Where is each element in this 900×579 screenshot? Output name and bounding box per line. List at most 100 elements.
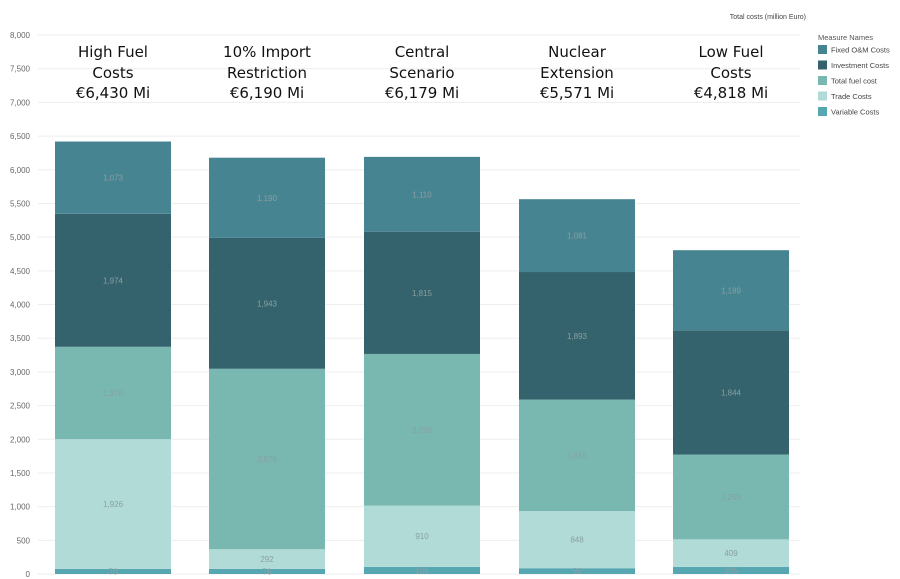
segment-value-label: 105 <box>724 566 738 575</box>
bar-segment <box>209 237 325 369</box>
legend-entry: Investment Costs <box>831 61 889 70</box>
y-tick-label: 6,500 <box>10 132 31 141</box>
legend-entry: Trade Costs <box>831 92 872 101</box>
scenario-title: Costs <box>92 64 133 82</box>
bar-segment <box>55 439 171 569</box>
scenario-title: Central <box>395 43 450 61</box>
bar-segment <box>364 156 480 232</box>
bar-segment <box>364 231 480 354</box>
y-tick-label: 6,000 <box>10 166 31 175</box>
bar-segment <box>364 505 480 567</box>
scenario-total: €5,571 Mi <box>540 84 614 102</box>
y-tick-label: 8,000 <box>10 31 31 40</box>
segment-value-label: 2,250 <box>412 426 433 435</box>
legend-swatch <box>818 91 827 101</box>
bar-segment <box>519 511 635 569</box>
scenario-title: Costs <box>710 64 751 82</box>
scenario-total: €6,179 Mi <box>385 84 459 102</box>
segment-value-label: 86 <box>573 567 582 576</box>
segment-value-label: 1,110 <box>412 190 432 199</box>
segment-value-label: 1,370 <box>103 389 124 398</box>
y-tick-label: 4,500 <box>10 267 31 276</box>
y-tick-label: 2,000 <box>10 435 31 444</box>
legend-entry: Fixed O&M Costs <box>831 46 890 55</box>
segment-value-label: 1,081 <box>567 232 588 241</box>
y-tick-label: 3,500 <box>10 334 31 343</box>
scenario-title: Scenario <box>389 64 454 82</box>
segment-value-label: 1,844 <box>721 388 742 397</box>
y-tick-label: 7,500 <box>10 65 31 74</box>
y-tick-label: 5,500 <box>10 199 31 208</box>
bar-segment <box>55 213 171 347</box>
segment-value-label: 1,073 <box>103 174 124 183</box>
segment-labels: 76 1,926 1,370 1,974 1,073 76 292 2,678 1,943 1,1… <box>103 174 742 577</box>
segment-value-label: 910 <box>415 532 429 541</box>
bar-segment <box>55 568 171 574</box>
bar-segment <box>673 250 789 331</box>
bar-segment <box>673 566 789 574</box>
legend-entry: Variable Costs <box>831 108 879 117</box>
segment-value-label: 2,678 <box>257 455 278 464</box>
segment-value-label: 1,943 <box>257 299 278 308</box>
y-tick-label: 0 <box>26 570 31 579</box>
segment-value-label: 1,926 <box>103 500 124 509</box>
y-tick-label: 3,000 <box>10 368 31 377</box>
legend-title: Measure Names <box>818 33 873 42</box>
scenario-title: Low Fuel <box>698 43 763 61</box>
bar-segment <box>673 539 789 567</box>
segment-value-label: 1,893 <box>567 332 588 341</box>
legend: Measure Names Fixed O&M Costs Investment … <box>818 33 890 117</box>
y-tick-label: 4,000 <box>10 301 31 310</box>
scenario-total: €6,430 Mi <box>76 84 150 102</box>
bar-segment <box>364 353 480 506</box>
segment-value-label: 1,189 <box>721 286 742 295</box>
bar-segment <box>55 346 171 440</box>
segment-value-label: 409 <box>724 549 738 558</box>
segment-value-label: 1,974 <box>103 276 124 285</box>
bar-segment <box>519 199 635 273</box>
bar-segment <box>673 330 789 455</box>
bar-segment <box>364 566 480 574</box>
scenario-total: €6,190 Mi <box>230 84 304 102</box>
bar-segment <box>55 141 171 214</box>
segment-value-label: 292 <box>260 555 274 564</box>
y-tick-label: 1,000 <box>10 503 31 512</box>
bar-segment <box>519 568 635 574</box>
chart-caption: Total costs (million Euro) <box>730 14 806 21</box>
segment-value-label: 76 <box>109 567 118 576</box>
legend-swatch <box>818 107 827 116</box>
segment-value-label: 1,259 <box>721 493 742 502</box>
legend-swatch <box>818 60 827 70</box>
scenario-titles: High Fuel Costs €6,430 Mi 10% Import Restric… <box>76 43 768 102</box>
bar-segment <box>209 549 325 569</box>
legend-swatch <box>818 76 827 85</box>
scenario-title: 10% Import <box>223 43 311 61</box>
y-tick-label: 2,500 <box>10 402 31 411</box>
bar-segment <box>209 568 325 574</box>
scenario-title: Extension <box>540 64 614 82</box>
segment-value-label: 1,815 <box>412 289 433 298</box>
bar-segment <box>673 454 789 540</box>
scenario-total: €4,818 Mi <box>694 84 768 102</box>
scenario-title: Nuclear <box>548 43 607 61</box>
bar-segment <box>519 272 635 400</box>
y-tick-label: 5,000 <box>10 233 31 242</box>
bar-segment <box>209 157 325 238</box>
bar-segment <box>519 399 635 512</box>
y-tick-label: 500 <box>17 536 31 545</box>
y-tick-label: 1,500 <box>10 469 31 478</box>
segment-value-label: 1,190 <box>257 194 278 203</box>
segment-value-label: 106 <box>415 566 429 575</box>
scenario-title: Restriction <box>227 64 307 82</box>
legend-swatch <box>818 45 827 54</box>
legend-entry: Total fuel cost <box>831 77 878 86</box>
segment-value-label: 848 <box>570 536 584 545</box>
scenario-title: High Fuel <box>78 43 148 61</box>
y-axis: 0 500 1,000 1,500 2,000 2,500 3,000 3,500 4,000 4… <box>10 31 31 579</box>
bars <box>55 141 789 574</box>
bar-segment <box>209 368 325 550</box>
segment-value-label: 1,655 <box>567 451 588 460</box>
segment-value-label: 76 <box>263 567 272 576</box>
y-tick-label: 7,000 <box>10 98 31 107</box>
